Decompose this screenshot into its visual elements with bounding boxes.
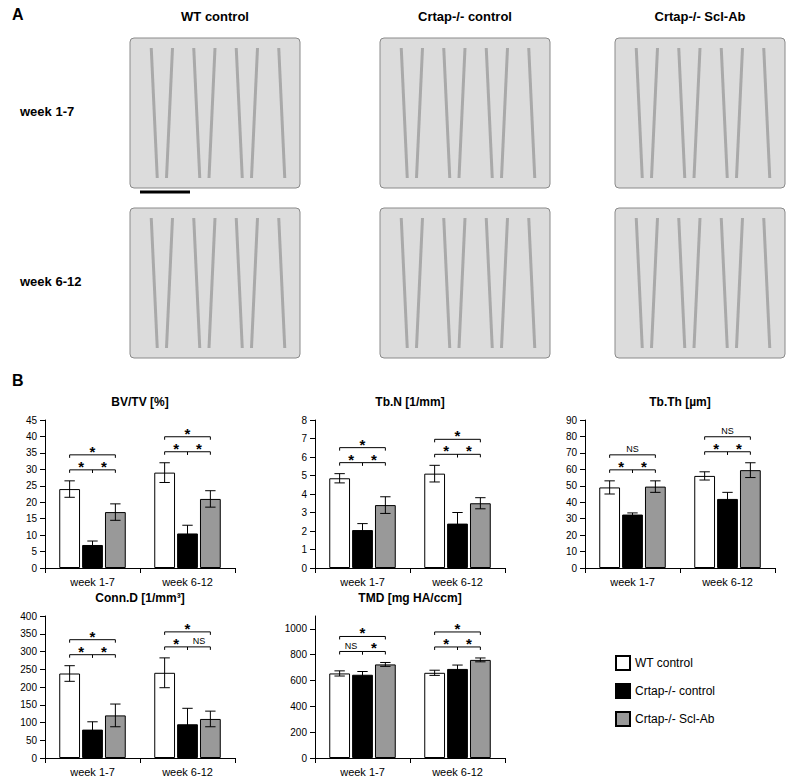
svg-text:WT control: WT control (181, 9, 249, 24)
svg-text:40: 40 (566, 497, 578, 508)
svg-text:*: * (185, 620, 191, 637)
svg-text:400: 400 (290, 701, 307, 712)
svg-text:*: * (618, 458, 624, 475)
svg-text:*: * (371, 639, 377, 656)
svg-text:7: 7 (301, 433, 307, 444)
svg-text:0: 0 (301, 753, 307, 764)
svg-text:20: 20 (566, 530, 578, 541)
svg-text:week 6-12: week 6-12 (431, 766, 483, 778)
svg-text:80: 80 (566, 431, 578, 442)
svg-text:0: 0 (31, 563, 37, 574)
svg-text:Crtap-/- control: Crtap-/- control (635, 684, 715, 698)
svg-text:*: * (641, 458, 647, 475)
svg-text:*: * (90, 443, 96, 460)
svg-text:350: 350 (20, 628, 37, 639)
svg-text:5: 5 (301, 470, 307, 481)
svg-text:*: * (101, 643, 107, 660)
svg-text:*: * (173, 635, 179, 652)
svg-text:6: 6 (301, 452, 307, 463)
svg-text:40: 40 (26, 431, 38, 442)
svg-text:600: 600 (290, 675, 307, 686)
svg-text:0: 0 (301, 563, 307, 574)
svg-text:5: 5 (31, 546, 37, 557)
svg-text:70: 70 (566, 447, 578, 458)
svg-text:150: 150 (20, 699, 37, 710)
svg-text:250: 250 (20, 664, 37, 675)
svg-text:*: * (455, 427, 461, 444)
svg-text:800: 800 (290, 649, 307, 660)
svg-text:25: 25 (26, 480, 38, 491)
svg-text:30: 30 (566, 513, 578, 524)
svg-text:BV/TV [%]: BV/TV [%] (111, 395, 168, 409)
svg-text:week 6-12: week 6-12 (701, 576, 753, 588)
svg-text:week 6-12: week 6-12 (161, 766, 213, 778)
svg-text:week 1-7: week 1-7 (69, 766, 115, 778)
svg-text:10: 10 (566, 546, 578, 557)
svg-text:*: * (443, 442, 449, 459)
svg-text:*: * (360, 436, 366, 453)
svg-text:A: A (12, 6, 24, 23)
svg-text:B: B (12, 372, 24, 389)
svg-text:200: 200 (20, 682, 37, 693)
svg-text:*: * (713, 440, 719, 457)
svg-text:*: * (101, 458, 107, 475)
svg-text:*: * (78, 458, 84, 475)
svg-text:20: 20 (26, 497, 38, 508)
svg-text:week 6-12: week 6-12 (431, 576, 483, 588)
svg-text:*: * (371, 451, 377, 468)
svg-text:*: * (173, 440, 179, 457)
svg-text:15: 15 (26, 513, 38, 524)
svg-text:50: 50 (566, 480, 578, 491)
svg-text:NS: NS (193, 636, 206, 646)
svg-text:Tb.Th [µm]: Tb.Th [µm] (649, 395, 711, 409)
svg-text:10: 10 (26, 530, 38, 541)
svg-text:*: * (196, 440, 202, 457)
svg-text:35: 35 (26, 447, 38, 458)
svg-text:week 6-12: week 6-12 (19, 274, 81, 289)
svg-text:week 1-7: week 1-7 (339, 576, 385, 588)
svg-text:WT control: WT control (635, 656, 693, 670)
svg-text:2: 2 (301, 526, 307, 537)
svg-text:50: 50 (26, 735, 38, 746)
svg-text:400: 400 (20, 611, 37, 622)
svg-text:NS: NS (345, 641, 358, 651)
svg-text:*: * (78, 643, 84, 660)
svg-text:NS: NS (626, 444, 639, 454)
svg-text:Conn.D [1/mm³]: Conn.D [1/mm³] (95, 591, 184, 605)
svg-text:week 1-7: week 1-7 (339, 766, 385, 778)
svg-text:TMD [mg HA/ccm]: TMD [mg HA/ccm] (358, 591, 461, 605)
svg-text:week 1-7: week 1-7 (69, 576, 115, 588)
svg-text:week 1-7: week 1-7 (19, 104, 74, 119)
svg-text:Crtap-/- control: Crtap-/- control (418, 9, 512, 24)
svg-text:30: 30 (26, 464, 38, 475)
svg-text:week 6-12: week 6-12 (161, 576, 213, 588)
svg-text:*: * (466, 442, 472, 459)
svg-text:4: 4 (301, 489, 307, 500)
svg-text:0: 0 (571, 563, 577, 574)
svg-text:Tb.N [1/mm]: Tb.N [1/mm] (375, 395, 444, 409)
svg-text:60: 60 (566, 464, 578, 475)
svg-text:100: 100 (20, 717, 37, 728)
svg-text:1000: 1000 (285, 623, 308, 634)
svg-text:200: 200 (290, 727, 307, 738)
svg-text:week 1-7: week 1-7 (609, 576, 655, 588)
svg-text:0: 0 (31, 753, 37, 764)
svg-text:300: 300 (20, 646, 37, 657)
svg-text:45: 45 (26, 415, 38, 426)
svg-text:*: * (185, 425, 191, 442)
svg-text:*: * (360, 624, 366, 641)
svg-text:*: * (443, 635, 449, 652)
svg-text:*: * (736, 440, 742, 457)
svg-text:8: 8 (301, 415, 307, 426)
svg-text:*: * (90, 628, 96, 645)
svg-text:90: 90 (566, 415, 578, 426)
svg-text:1: 1 (301, 544, 307, 555)
svg-text:Crtap-/- Scl-Ab: Crtap-/- Scl-Ab (635, 712, 715, 726)
svg-text:3: 3 (301, 507, 307, 518)
svg-text:NS: NS (721, 426, 734, 436)
svg-text:*: * (455, 620, 461, 637)
svg-text:*: * (466, 635, 472, 652)
svg-text:*: * (348, 451, 354, 468)
svg-text:Crtap-/- Scl-Ab: Crtap-/- Scl-Ab (655, 9, 746, 24)
